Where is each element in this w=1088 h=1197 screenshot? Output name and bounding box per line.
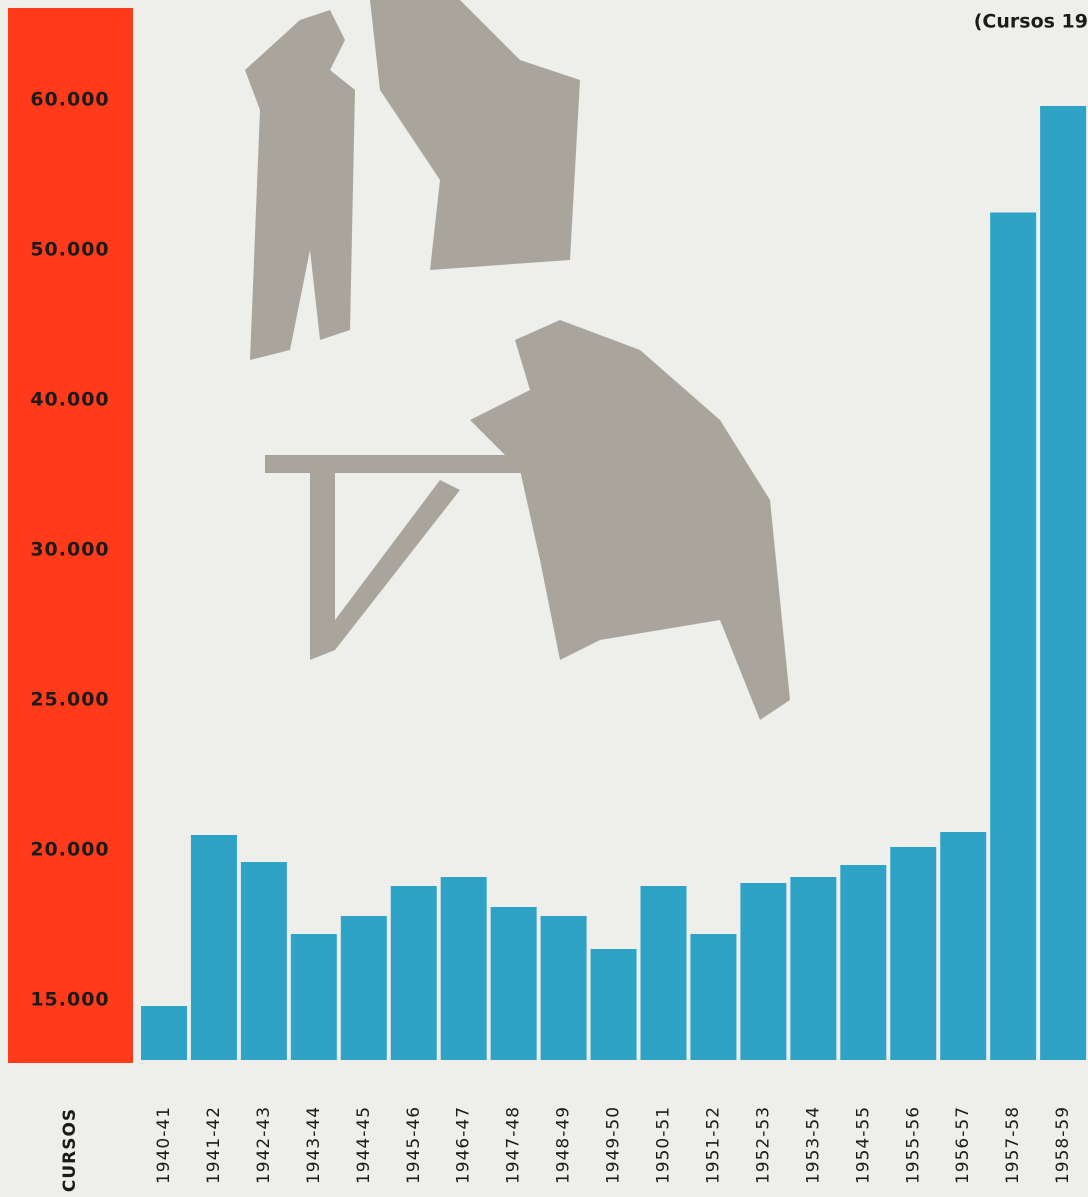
y-tick-label: 60.000 [30,89,109,111]
y-tick-label: 30.000 [30,539,109,561]
y-tick-label: 20.000 [30,839,109,861]
y-tick-label: 50.000 [30,239,109,261]
axis-band [8,8,133,1063]
x-tick-label: 1950-51 [654,1106,674,1184]
x-axis-label: CURSOS [60,1108,80,1192]
table-leg [310,470,460,660]
x-tick-label: 1940-41 [154,1106,174,1184]
bar [591,949,637,1060]
bar [790,877,836,1060]
chart-title: (Cursos 19 [974,11,1088,33]
bar [840,865,886,1060]
x-tick-label: 1954-55 [853,1106,873,1184]
bar [940,832,986,1060]
x-tick-label: 1955-56 [903,1106,923,1184]
x-tick-label: 1942-43 [254,1106,274,1184]
x-tick-label: 1958-59 [1053,1106,1073,1184]
x-tick-label: 1951-52 [703,1106,723,1184]
figure-standing [245,10,355,360]
bar [740,883,786,1060]
x-tick-label: 1947-48 [504,1106,524,1184]
x-tick-label: 1941-42 [204,1106,224,1184]
bar [441,877,487,1060]
bar [1040,106,1086,1060]
figure-seated [370,0,580,270]
bar [541,916,587,1060]
x-tick-label: 1956-57 [953,1106,973,1184]
bar [341,916,387,1060]
bar [491,907,537,1060]
y-tick-label: 15.000 [30,989,109,1011]
bar [690,934,736,1060]
page: {"chart_data": {"type": "bar", "title": … [0,0,1088,1197]
chart: (Cursos 19 CURSOS 15.000 20.000 25.000 30.0… [0,0,1088,1197]
bar [141,1006,187,1060]
x-tick-label: 1957-58 [1003,1106,1023,1184]
y-tick-label: 40.000 [30,389,109,411]
bar [191,835,237,1060]
y-tick-label: 25.000 [30,689,109,711]
x-tick-label: 1948-49 [554,1106,574,1184]
x-tick-label: 1953-54 [803,1106,823,1184]
figure-working [470,320,790,720]
x-tick-label: 1945-46 [404,1106,424,1184]
bar [241,862,287,1060]
x-tick-label: 1943-44 [304,1106,324,1184]
illustration [245,0,790,720]
bar [890,847,936,1060]
x-tick-label: 1944-45 [354,1106,374,1184]
bar [391,886,437,1060]
x-tick-label: 1952-53 [753,1106,773,1184]
bar [291,934,337,1060]
x-tick-label: 1946-47 [454,1106,474,1184]
bar [641,886,687,1060]
x-tick-label: 1949-50 [604,1106,624,1184]
bar [990,213,1036,1061]
